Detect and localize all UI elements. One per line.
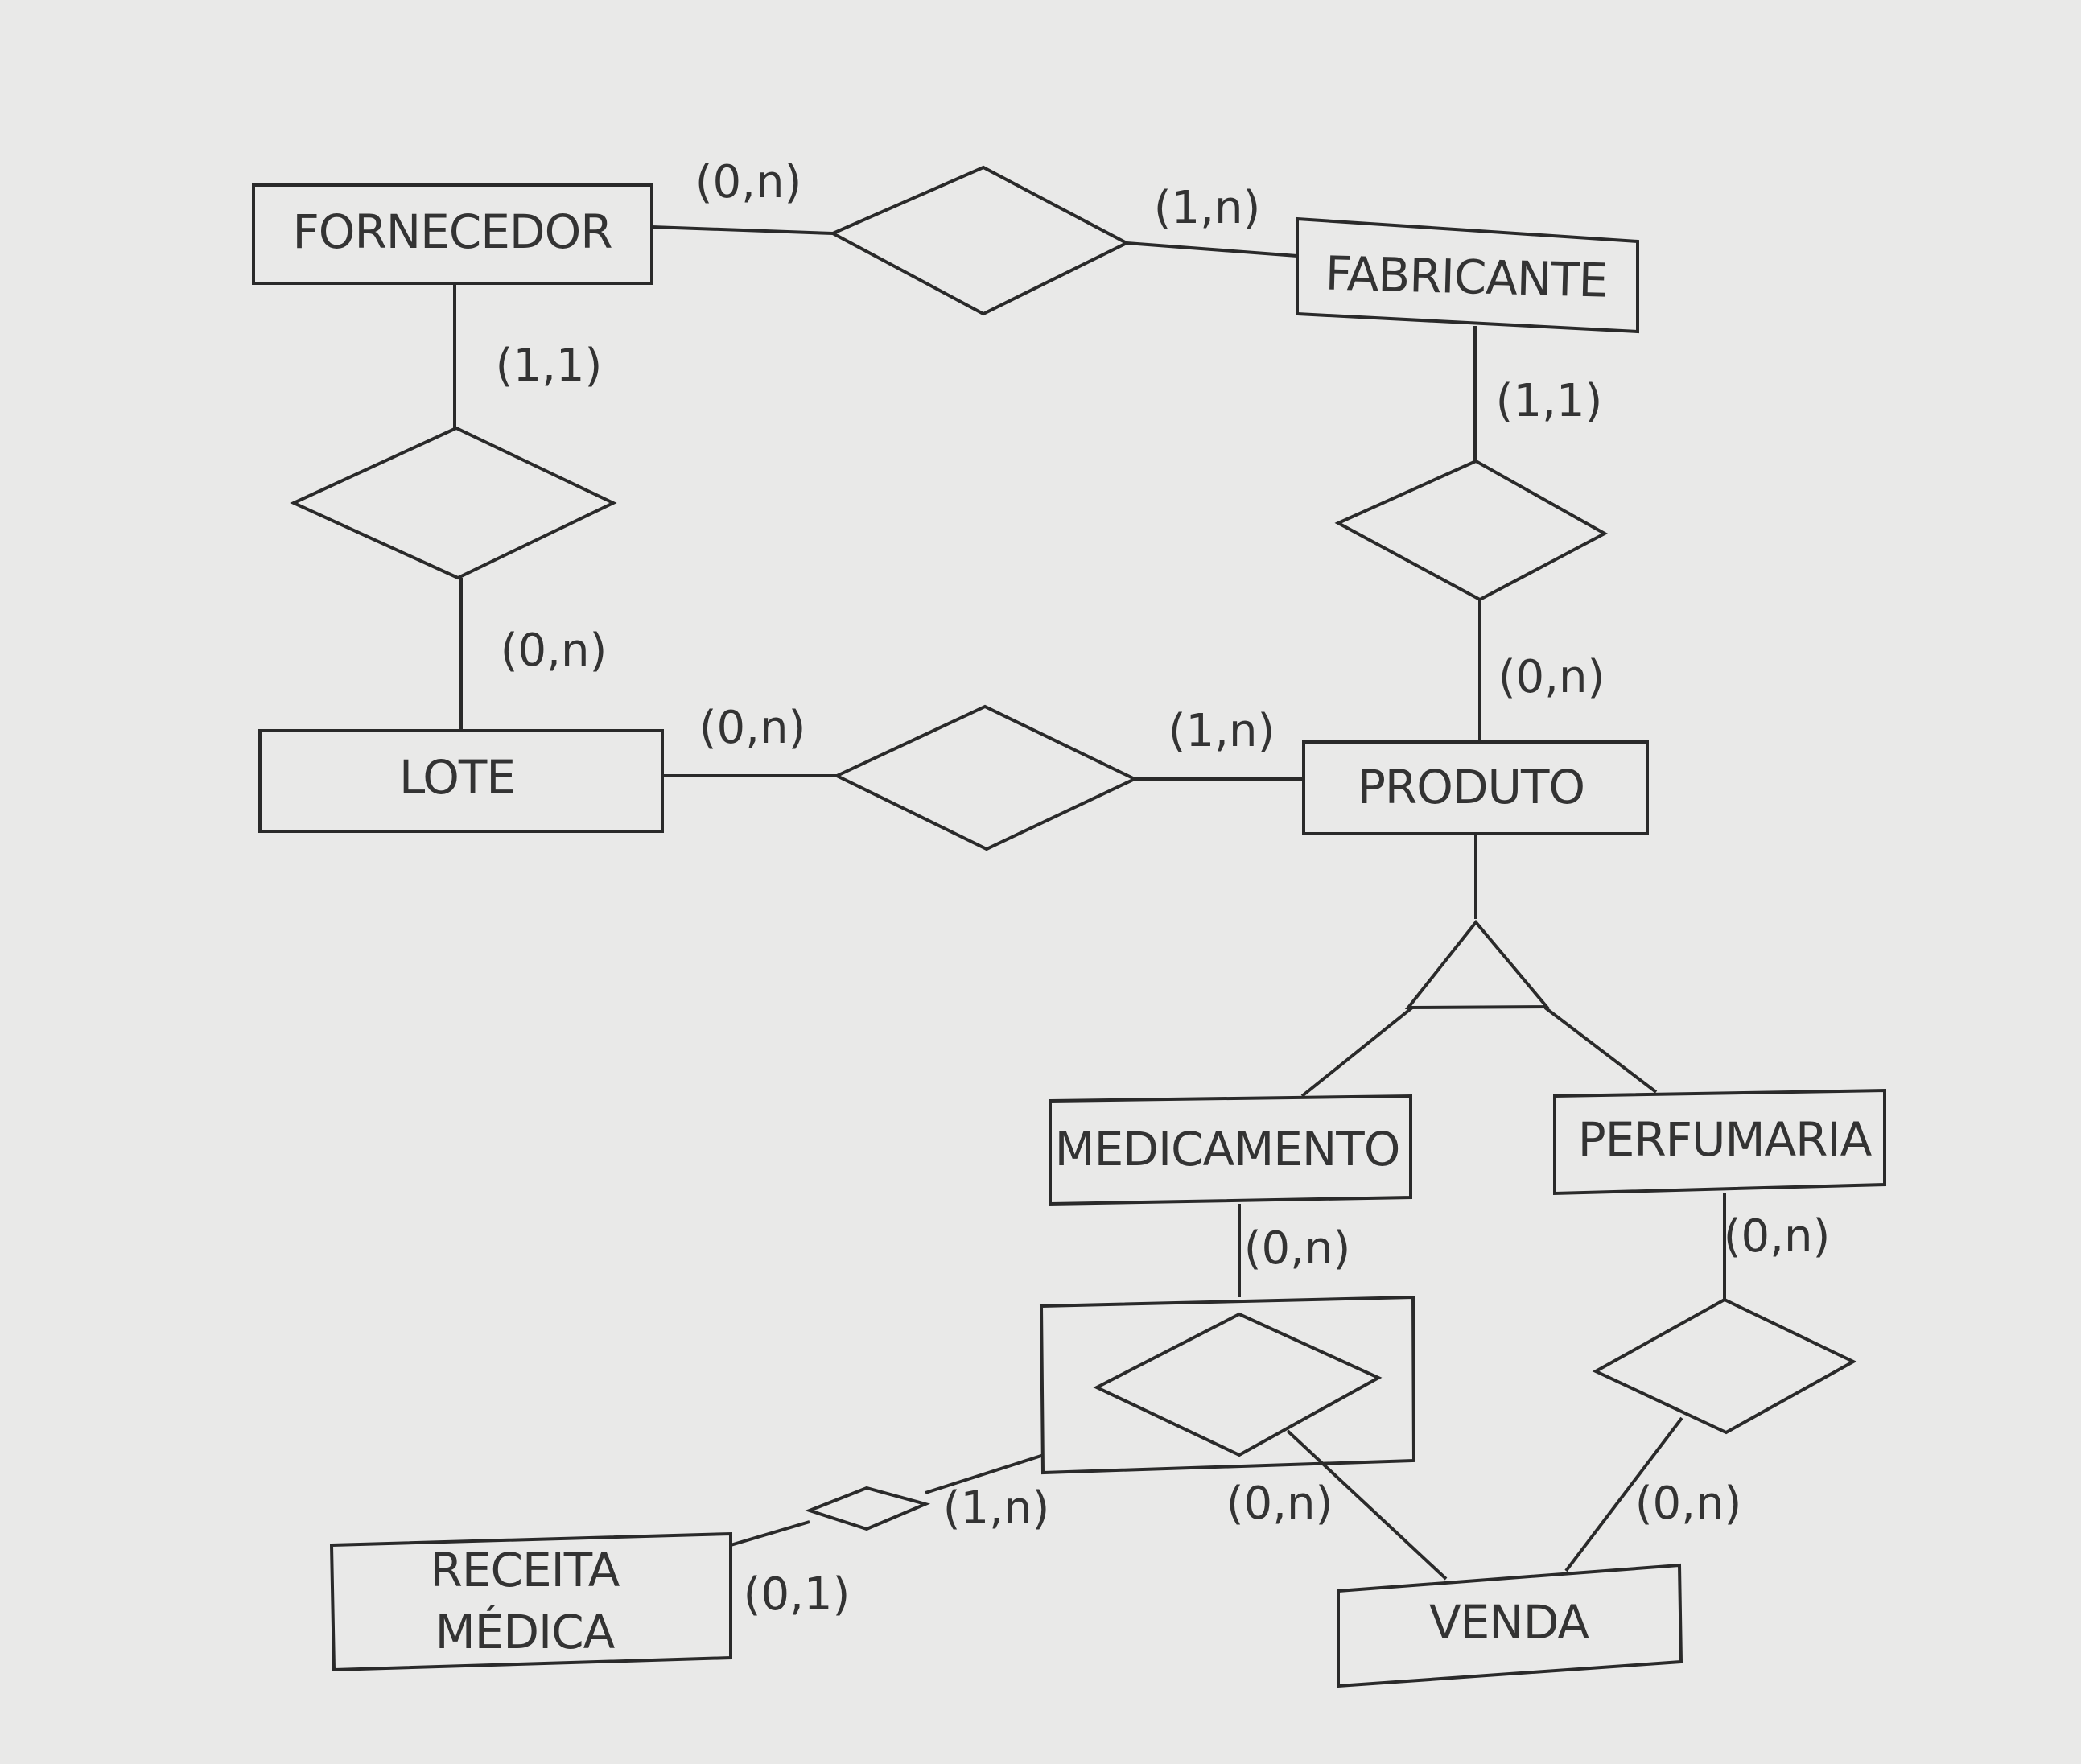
entity-fornecedor: FORNECEDOR [252,183,653,285]
relationship-diamonds [290,165,1857,1531]
entity-fabricante: FABRICANTE [1296,216,1639,334]
line-rel6-venda [1564,1416,1683,1572]
cardinality-label: (1,n) [943,1482,1050,1535]
line-triangle-perfumaria [1543,1006,1658,1094]
entity-label: VENDA [1429,1595,1589,1650]
line-rel5-venda [1286,1429,1448,1581]
cardinality-label: (0,n) [1635,1478,1742,1530]
entity-label: LOTE [399,750,515,805]
entity-lote: LOTE [258,729,664,833]
entity-label-line2: MÉDICA [435,1604,616,1659]
cardinality-label: (0,n) [1724,1210,1831,1263]
cardinality-label: (0,1) [744,1568,851,1621]
aggregation-box [1039,1295,1416,1475]
relationship-lote-produto [833,704,1139,851]
cardinality-label: (0,n) [1244,1222,1351,1275]
relationship-medicamento-venda [1093,1312,1383,1457]
entity-perfumaria: PERFUMARIA [1553,1088,1886,1196]
entity-label: FABRICANTE [1325,246,1608,308]
line-fornecedor-rel1 [651,225,834,235]
entity-label: FORNECEDOR [292,204,612,259]
entity-box [252,183,653,285]
cardinality-label: (1,n) [1154,182,1261,234]
line-aggregate-rel7 [925,1453,1045,1494]
entity-produto: PRODUTO [1302,740,1649,835]
entity-medicamento: MEDICAMENTO [1049,1094,1412,1206]
entity-label: PRODUTO [1358,760,1584,814]
relationship-fornecedor-fabricante [829,165,1131,316]
cardinality-label: (1,n) [1168,705,1275,757]
cardinality-label: (1,1) [1496,375,1603,427]
relationship-fornecedor-lote [290,426,617,580]
entity-label: PERFUMARIA [1578,1112,1873,1167]
cardinality-label: (1,1) [496,340,603,392]
line-rel7-receita [730,1520,810,1547]
cardinality-label: (0,n) [1498,651,1605,703]
entity-label: MEDICAMENTO [1055,1122,1400,1177]
relationship-perfumaria-venda [1592,1297,1857,1435]
line-triangle-medicamento [1300,1006,1414,1098]
specialization-triangle [1404,919,1551,1010]
entity-venda: VENDA [1337,1563,1683,1688]
entity-box [1337,1563,1683,1688]
entity-box [329,1531,732,1672]
cardinality-label: (0,n) [699,702,806,754]
relationship-aggregate-receita [805,1486,931,1531]
entity-box [1302,740,1649,835]
cardinality-label: (0,n) [501,624,608,677]
line-rel1-fabricante [1126,241,1298,258]
entity-label-line1: RECEITA [431,1543,620,1597]
cardinality-label: (0,n) [1226,1478,1333,1530]
cardinality-label: (0,n) [695,156,802,208]
relationship-fabricante-produto [1334,459,1609,602]
entity-box [1049,1094,1412,1206]
entity-receita-medica: RECEITA MÉDICA [329,1531,732,1672]
entity-box [1553,1088,1886,1196]
relationship-lines [453,225,1726,1581]
entity-box [1296,216,1639,334]
entity-box [258,729,664,833]
cardinality-labels: (0,n) (1,n) (1,1) (0,n) (1,1) (0,n) (0,n… [496,156,1831,1621]
